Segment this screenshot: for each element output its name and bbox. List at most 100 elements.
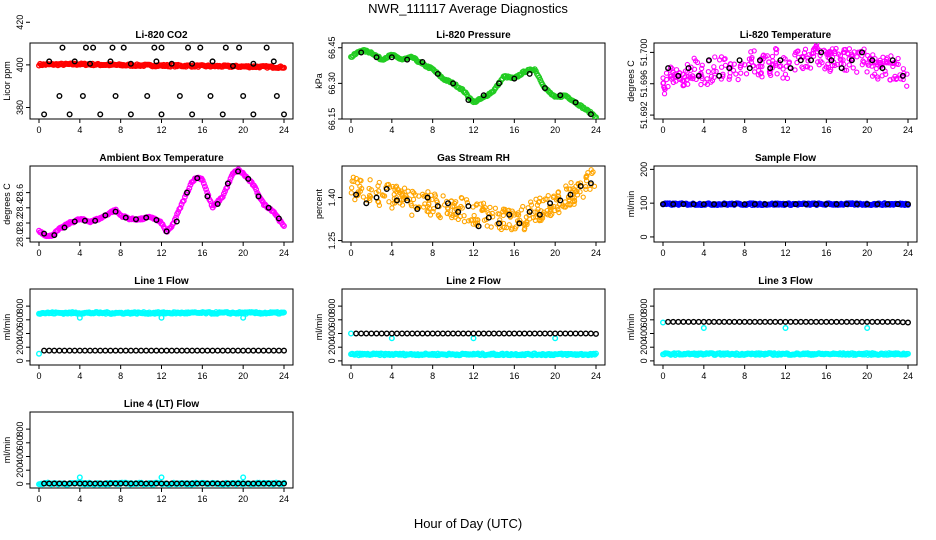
data-point [884, 201, 891, 208]
data-point [577, 330, 584, 337]
panel-2: Li-820 Pressure 0 4 8 12 16 20 24 66.15 66.30 66.4… [314, 30, 606, 135]
series-5 [59, 44, 270, 51]
data-point [435, 212, 441, 218]
panel-8: Line 2 Flow 0 4 8 12 16 20 24 0 200400600800ml/mi… [314, 276, 606, 381]
data-point [207, 92, 214, 99]
x-tick-label: 8 [742, 248, 747, 258]
data-point [102, 212, 109, 219]
data-point [81, 217, 88, 224]
data-point [465, 96, 472, 103]
data-point [545, 193, 551, 199]
data-point [92, 347, 99, 354]
data-point [403, 192, 409, 199]
data-point [743, 71, 750, 77]
data-point [158, 347, 165, 354]
data-point [699, 65, 705, 72]
series-2 [665, 49, 906, 79]
data-point [555, 206, 561, 213]
data-point [358, 49, 365, 56]
data-point [563, 186, 570, 192]
data-point [59, 44, 66, 51]
data-point [36, 350, 43, 357]
x-tick-label: 8 [430, 371, 435, 381]
data-point [843, 67, 850, 73]
data-point [792, 201, 799, 208]
panel-title: Line 4 (LT) Flow [124, 399, 200, 410]
data-point [201, 183, 208, 190]
data-point [889, 57, 896, 64]
data-point [563, 183, 569, 189]
figure-title: NWR_111117 Average Diagnostics [368, 1, 568, 16]
data-point [51, 232, 58, 239]
data-point [588, 167, 594, 173]
data-point [348, 330, 355, 337]
y-axis-label: ml/min [2, 437, 12, 464]
data-point [832, 50, 838, 57]
x-tick-label: 8 [118, 494, 123, 504]
y-tick-label: 200 [15, 340, 25, 355]
y-tick-label: 200 [639, 162, 649, 177]
data-point [275, 215, 282, 222]
data-point [158, 474, 165, 481]
data-point [673, 67, 680, 73]
data-point [685, 65, 692, 72]
data-point [823, 201, 830, 208]
data-point [388, 335, 395, 342]
data-point [163, 347, 170, 354]
data-point [122, 214, 129, 221]
series-2 [660, 201, 912, 208]
data-point [409, 212, 415, 218]
data-point [503, 224, 510, 231]
data-point [186, 185, 193, 192]
y-tick-label: 200 [639, 340, 649, 355]
x-tick-label: 4 [389, 371, 394, 381]
x-tick-label: 12 [468, 125, 478, 135]
data-point [523, 214, 530, 220]
data-point [786, 60, 792, 66]
data-point [408, 201, 414, 207]
data-point [895, 55, 901, 62]
data-point [705, 69, 712, 75]
data-point [480, 330, 487, 337]
series-2 [76, 474, 247, 481]
data-point [550, 194, 557, 201]
data-point [587, 180, 594, 187]
data-point [869, 73, 876, 79]
data-point [367, 177, 373, 183]
data-point [528, 207, 534, 214]
series-1 [660, 43, 910, 97]
data-point [451, 200, 458, 207]
data-point [222, 44, 229, 51]
x-tick-label: 16 [197, 494, 207, 504]
y-tick-label: 200 [327, 340, 337, 355]
data-point [367, 197, 373, 204]
x-tick-label: 20 [550, 125, 560, 135]
data-point [900, 66, 906, 72]
data-point [265, 347, 272, 354]
data-point [802, 46, 809, 52]
data-point [102, 347, 109, 354]
data-point [107, 58, 114, 65]
data-point [475, 223, 482, 230]
data-point [565, 202, 571, 208]
data-point [756, 318, 763, 325]
data-point [583, 173, 589, 180]
data-point [878, 59, 884, 66]
data-point [705, 318, 712, 325]
data-point [860, 58, 866, 64]
data-point [349, 185, 355, 191]
data-point [557, 330, 564, 337]
data-point [828, 57, 835, 64]
y-tick-label: 800 [15, 299, 25, 314]
data-point [700, 325, 707, 332]
data-point [250, 347, 257, 354]
data-point [194, 175, 201, 182]
x-tick-label: 20 [862, 371, 872, 381]
data-point [772, 318, 779, 325]
x-tick-label: 20 [862, 248, 872, 258]
data-point [458, 194, 465, 201]
data-point [153, 58, 160, 65]
data-point [804, 64, 811, 70]
series-1 [36, 60, 287, 71]
data-point [429, 196, 435, 203]
